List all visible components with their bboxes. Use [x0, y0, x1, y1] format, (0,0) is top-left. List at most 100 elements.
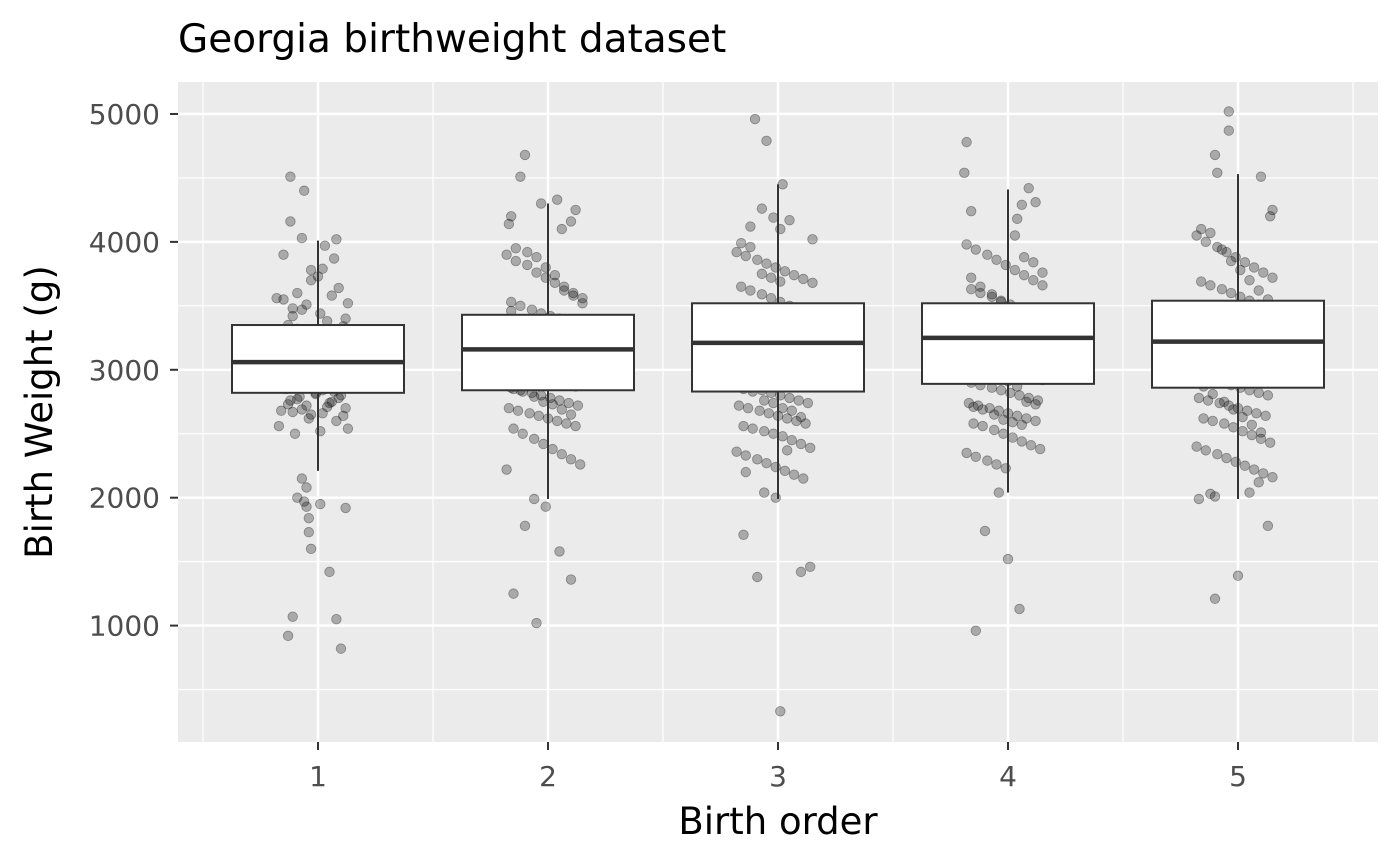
data-point — [1258, 468, 1269, 479]
data-point — [529, 493, 540, 505]
data-point — [777, 431, 788, 442]
data-point — [770, 461, 781, 473]
data-point — [522, 259, 533, 271]
data-point — [786, 434, 798, 446]
data-point — [1202, 395, 1214, 406]
data-point — [1200, 236, 1212, 248]
data-point — [1253, 477, 1264, 488]
data-point — [1244, 275, 1255, 286]
data-point — [552, 415, 563, 427]
data-point — [740, 250, 752, 262]
data-point — [759, 487, 770, 498]
data-point — [296, 232, 308, 244]
data-point — [991, 254, 1002, 265]
data-point — [765, 272, 777, 283]
data-point — [759, 395, 770, 406]
data-point — [565, 454, 577, 465]
data-point — [1232, 570, 1244, 581]
data-point — [315, 425, 326, 437]
data-point — [503, 402, 515, 414]
data-point — [752, 571, 763, 583]
data-point — [759, 425, 770, 437]
data-point — [1018, 252, 1030, 263]
data-point — [1000, 463, 1011, 474]
data-point — [1218, 418, 1230, 429]
data-point — [977, 404, 988, 415]
data-point — [331, 614, 342, 625]
data-point — [296, 404, 308, 415]
data-point — [995, 385, 1007, 396]
data-point — [326, 290, 338, 301]
data-point — [968, 401, 979, 413]
data-point — [998, 414, 1009, 425]
data-point — [777, 179, 788, 190]
data-point — [784, 392, 795, 404]
data-point — [1239, 257, 1251, 268]
data-point — [1216, 284, 1228, 295]
data-point — [287, 406, 298, 418]
data-point — [765, 292, 777, 304]
data-point — [1225, 287, 1237, 299]
data-point — [271, 292, 282, 304]
data-point — [986, 289, 998, 300]
data-point — [1255, 433, 1267, 445]
data-point — [1193, 392, 1205, 404]
data-point — [749, 113, 761, 125]
data-point — [788, 269, 800, 281]
data-point — [1223, 400, 1235, 411]
data-point — [519, 520, 531, 532]
data-point — [979, 525, 991, 537]
data-point — [1193, 493, 1205, 505]
data-point — [526, 304, 538, 315]
data-point — [558, 281, 570, 292]
boxes — [231, 174, 1325, 499]
data-point — [568, 287, 579, 299]
data-point — [299, 496, 310, 507]
data-point — [305, 275, 317, 286]
data-point — [961, 239, 972, 250]
data-point — [556, 449, 568, 460]
data-point — [568, 290, 579, 301]
data-point — [1007, 432, 1018, 443]
data-point — [782, 445, 793, 456]
data-point — [788, 469, 800, 480]
data-point — [1209, 491, 1221, 502]
data-point — [292, 287, 303, 299]
data-point — [1267, 272, 1278, 283]
data-point — [1030, 415, 1041, 427]
data-point — [977, 420, 988, 432]
data-point — [501, 464, 512, 475]
data-point — [989, 424, 1000, 436]
y-tick-label: 1000 — [89, 610, 160, 643]
x-tick-label: 1 — [309, 760, 327, 793]
data-point — [1205, 227, 1216, 239]
data-point — [1228, 422, 1239, 433]
data-point — [305, 543, 317, 555]
data-point — [1034, 443, 1046, 455]
data-point — [292, 394, 303, 405]
data-point — [1253, 285, 1264, 296]
data-point — [989, 409, 1000, 420]
data-point — [1007, 417, 1018, 428]
data-point — [802, 397, 814, 409]
data-point — [328, 253, 340, 264]
x-axis-ticks: 1 2 3 4 5 — [309, 742, 1247, 793]
data-point — [1260, 410, 1271, 422]
box-2 — [461, 203, 635, 499]
data-point — [1253, 387, 1264, 399]
x-tick-label: 4 — [999, 760, 1017, 793]
data-point — [319, 240, 331, 251]
data-point — [540, 262, 551, 273]
data-point — [1223, 125, 1235, 136]
data-point — [754, 405, 765, 416]
data-point — [333, 282, 344, 294]
data-point — [515, 171, 526, 182]
data-point — [305, 409, 317, 420]
data-point — [740, 466, 752, 478]
data-point — [531, 267, 542, 278]
data-point — [1235, 264, 1246, 276]
data-point — [1212, 449, 1223, 460]
data-point — [1239, 460, 1251, 471]
data-point — [1037, 267, 1048, 278]
data-point — [1223, 106, 1235, 117]
